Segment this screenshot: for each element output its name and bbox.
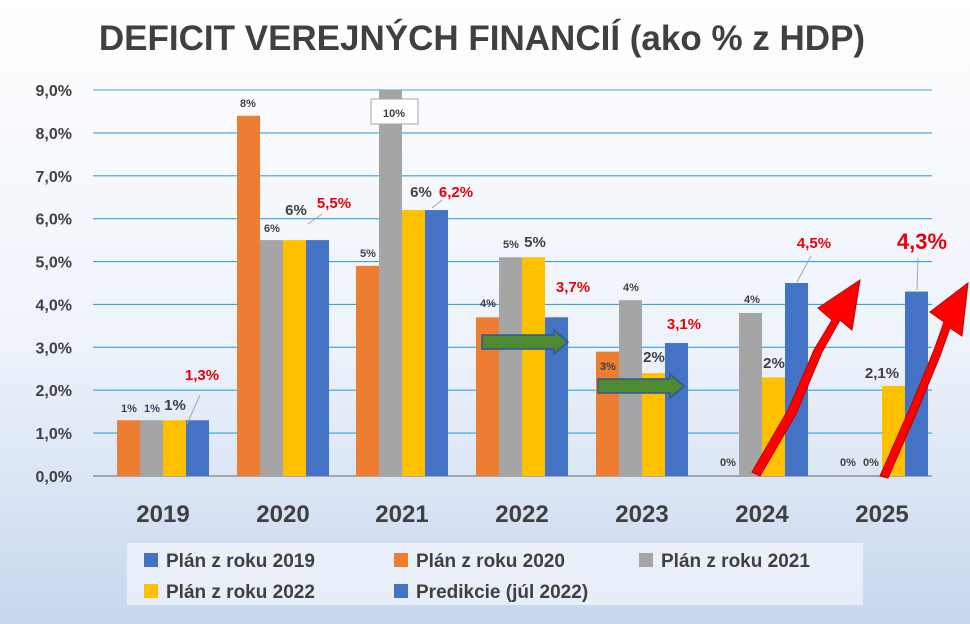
leader-line xyxy=(796,255,812,283)
y-tick-label: 2,0% xyxy=(36,383,72,400)
data-label: 5% xyxy=(503,239,519,251)
chart-title: DEFICIT VEREJNÝCH FINANCIÍ (ako % z HDP) xyxy=(99,18,865,58)
legend-entry: Plán z roku 2020 xyxy=(416,551,565,572)
data-label: 2,1% xyxy=(865,365,899,382)
y-tick-label: 5,0% xyxy=(36,255,72,272)
legend-swatch xyxy=(394,584,408,598)
legend-entry: Plán z roku 2022 xyxy=(166,582,315,603)
data-label: 1% xyxy=(121,403,137,415)
legend-swatch xyxy=(639,553,653,567)
data-label: 6% xyxy=(264,223,280,235)
bar xyxy=(117,420,140,476)
bar xyxy=(163,420,186,476)
data-label: 5,5% xyxy=(317,195,351,212)
legend-entry: Predikcie (júl 2022) xyxy=(416,582,588,603)
data-label: 0% xyxy=(720,457,736,469)
bar xyxy=(642,373,665,476)
data-label: 1,3% xyxy=(185,367,219,384)
data-label: 3,1% xyxy=(667,316,701,333)
data-label: 1% xyxy=(164,397,186,414)
bar xyxy=(739,313,762,476)
data-label: 4% xyxy=(480,298,496,310)
data-label: 6% xyxy=(285,202,307,219)
legend-entry: Plán z roku 2019 xyxy=(166,551,315,572)
x-tick-label: 2019 xyxy=(136,501,189,528)
x-tick-label: 2022 xyxy=(495,501,548,528)
green-arrow xyxy=(597,372,686,400)
y-tick-label: 0,0% xyxy=(36,469,72,486)
legend-entry: Plán z roku 2021 xyxy=(661,551,810,572)
red-trend-arrow xyxy=(751,278,861,477)
bar xyxy=(283,240,306,476)
data-label: 10% xyxy=(383,108,405,120)
data-label: 2% xyxy=(643,349,665,366)
data-label: 0% xyxy=(840,457,856,469)
bar xyxy=(356,265,379,476)
data-label: 4,5% xyxy=(797,235,831,252)
bar xyxy=(476,317,499,476)
x-tick-label: 2023 xyxy=(615,501,668,528)
bar xyxy=(140,420,163,476)
bar xyxy=(522,257,545,476)
y-tick-label: 4,0% xyxy=(36,297,72,314)
bar xyxy=(785,283,808,476)
leader-line xyxy=(186,394,201,425)
bar xyxy=(425,210,448,477)
legend-swatch xyxy=(144,553,158,567)
data-label: 5% xyxy=(360,248,376,260)
leader-line xyxy=(916,257,919,291)
bar xyxy=(402,210,425,477)
data-label: 3,7% xyxy=(556,279,590,296)
data-label: 2% xyxy=(763,355,785,372)
x-tick-label: 2024 xyxy=(735,501,789,528)
legend-swatch xyxy=(144,584,158,598)
legend-swatch xyxy=(394,553,408,567)
data-label: 4% xyxy=(623,282,639,294)
bar xyxy=(237,115,260,476)
data-label: 6% xyxy=(410,184,432,201)
data-label: 4,3% xyxy=(897,229,947,254)
bar xyxy=(499,257,522,476)
x-tick-label: 2021 xyxy=(375,501,428,528)
bar xyxy=(905,291,928,476)
data-label: 0% xyxy=(863,457,879,469)
y-tick-label: 9,0% xyxy=(36,83,72,100)
x-tick-label: 2020 xyxy=(256,501,309,528)
bar xyxy=(260,240,283,476)
red-trend-arrow xyxy=(879,281,969,479)
legend-box xyxy=(127,543,863,605)
bar xyxy=(545,317,568,476)
bar xyxy=(665,343,688,476)
bar xyxy=(186,420,209,476)
y-tick-label: 6,0% xyxy=(36,212,72,229)
green-arrow xyxy=(481,328,570,356)
y-tick-label: 8,0% xyxy=(36,126,72,143)
leader-line xyxy=(307,213,323,225)
data-label: 4% xyxy=(744,294,760,306)
y-tick-label: 1,0% xyxy=(36,426,72,443)
data-label: 8% xyxy=(240,98,256,110)
data-label: 3% xyxy=(600,361,616,373)
leader-line xyxy=(431,199,443,209)
data-label: 5% xyxy=(524,234,546,251)
data-label: 6,2% xyxy=(439,184,473,201)
bar xyxy=(379,90,402,476)
bar xyxy=(306,240,329,476)
x-tick-label: 2025 xyxy=(855,501,908,528)
data-label: 1% xyxy=(144,403,160,415)
callout-box xyxy=(370,98,419,125)
y-tick-label: 7,0% xyxy=(36,169,72,186)
y-tick-label: 3,0% xyxy=(36,340,72,357)
